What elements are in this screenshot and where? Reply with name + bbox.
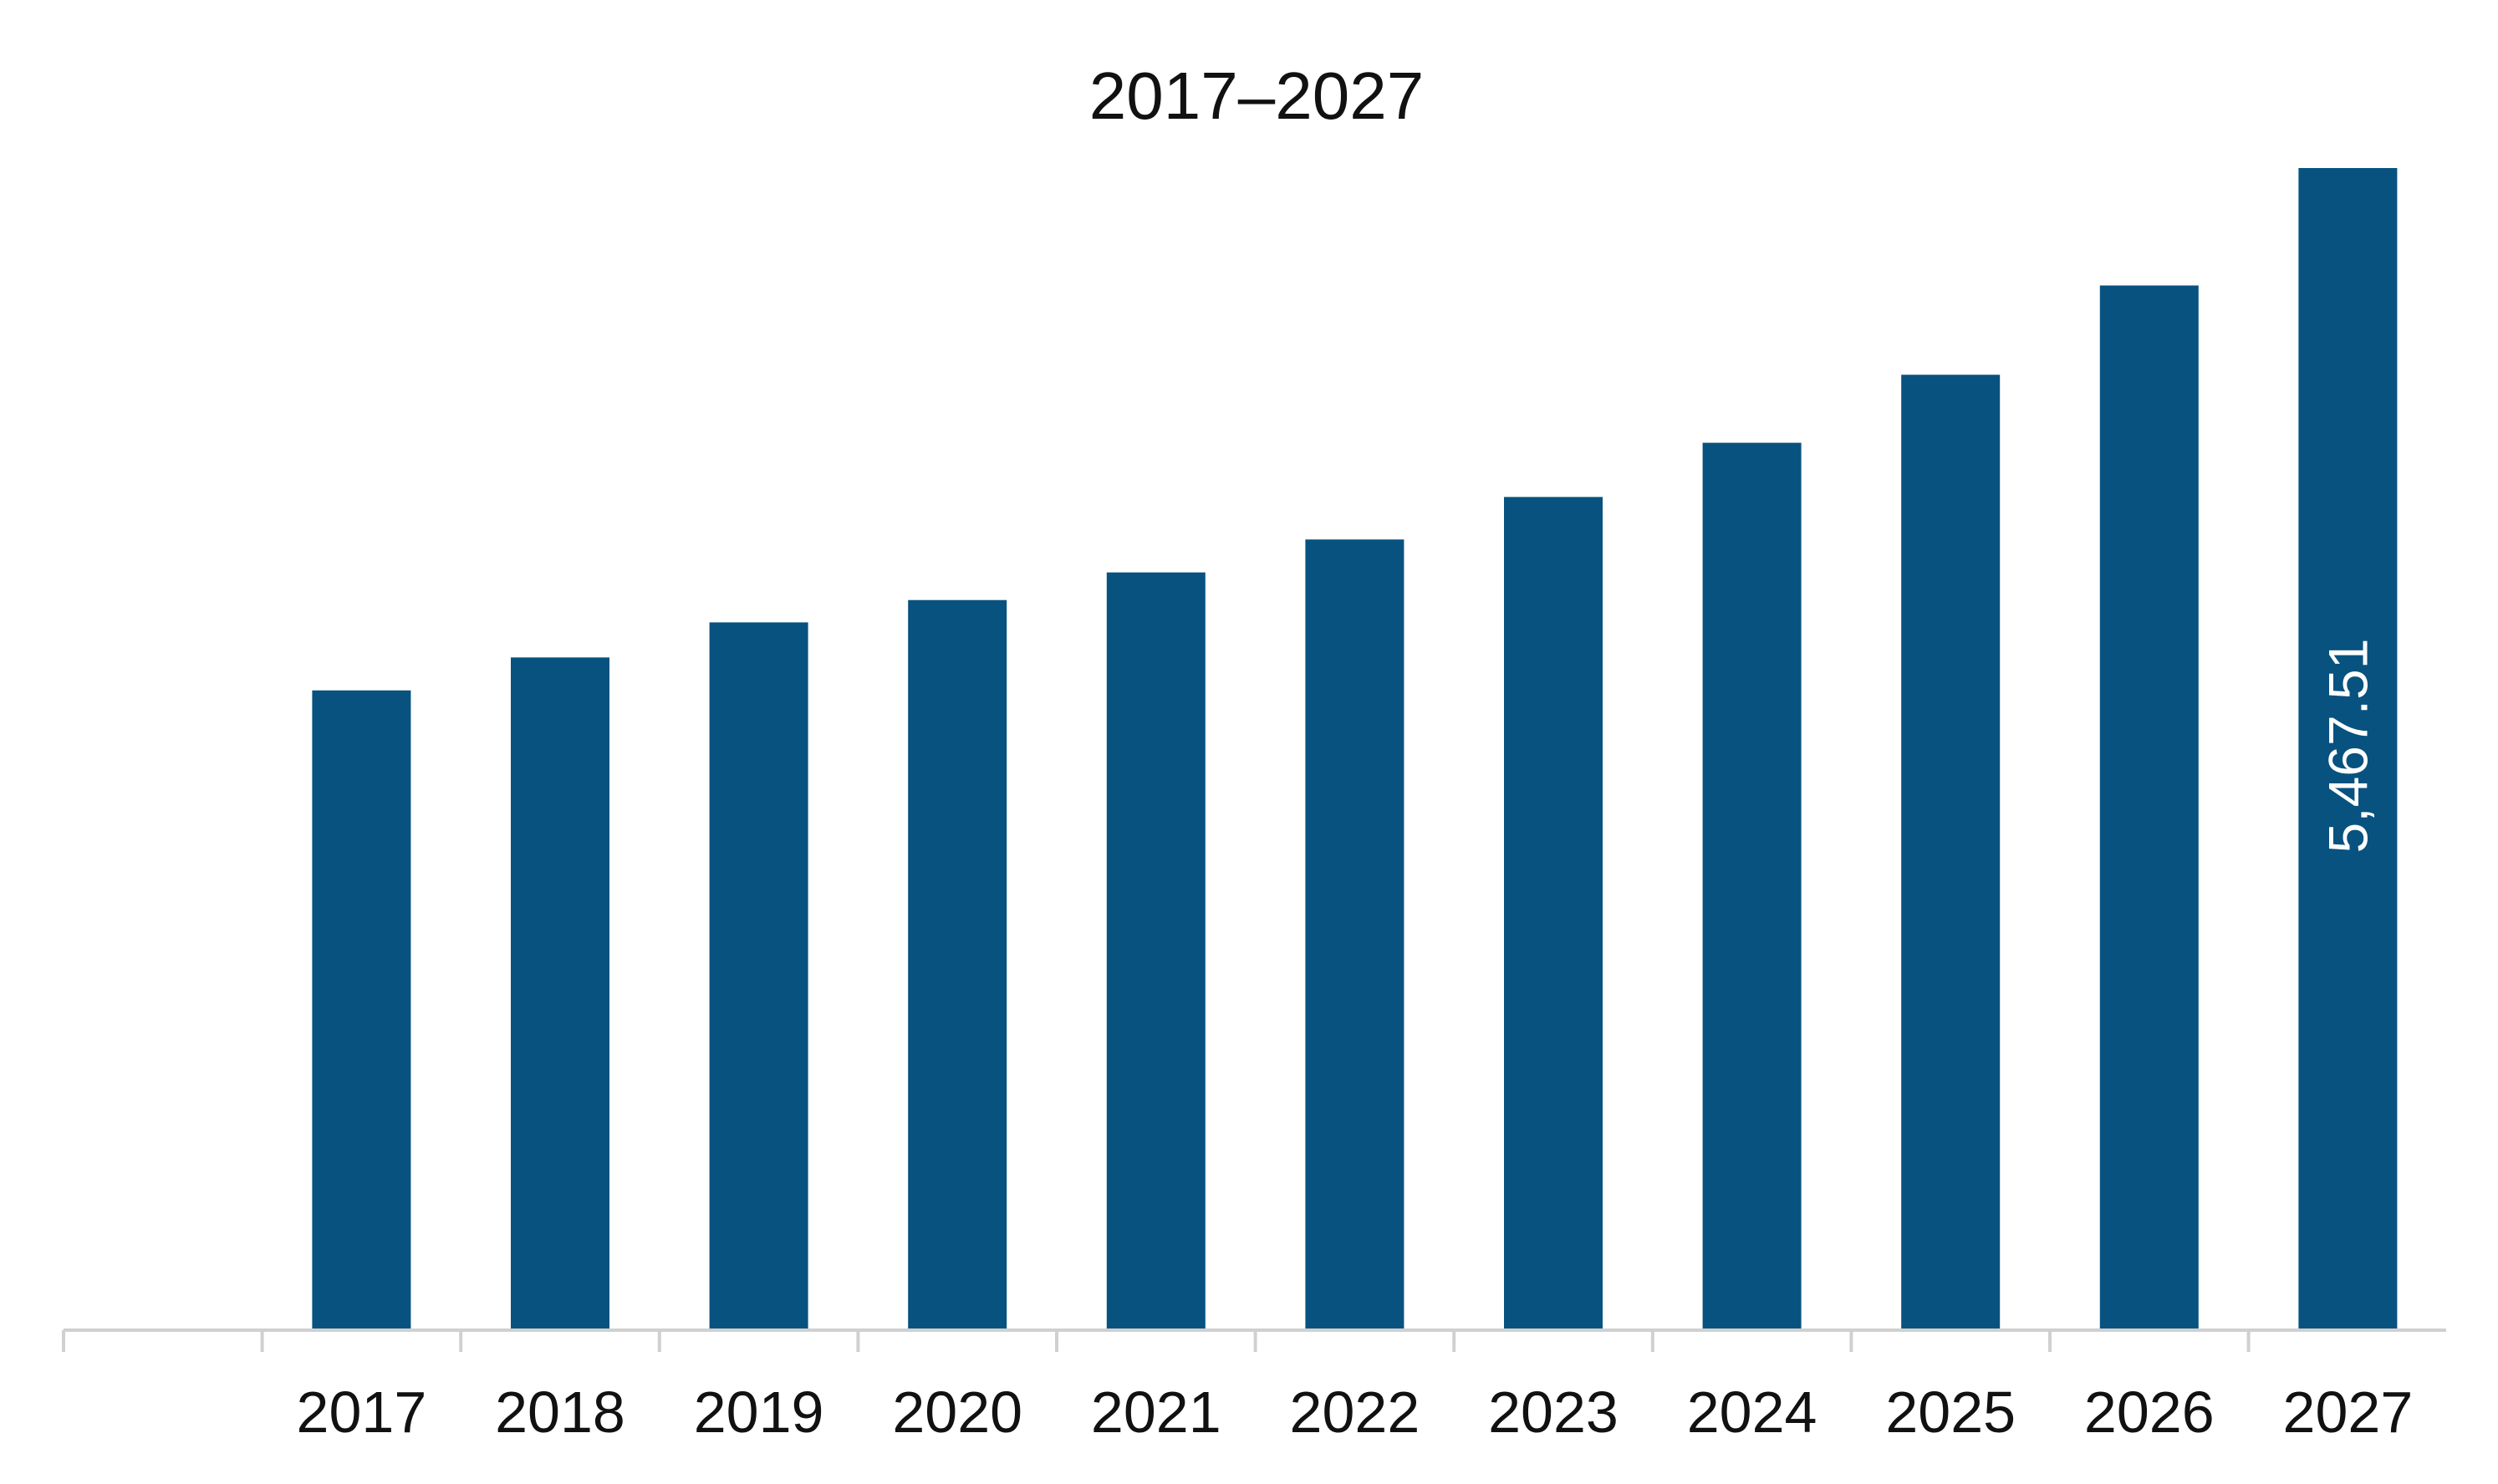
bar-2027 <box>2298 168 2398 1330</box>
bars <box>312 168 2398 1330</box>
x-tick-label-2025: 2025 <box>1885 1379 2016 1445</box>
bar-2021 <box>1106 572 1206 1330</box>
bar-2026 <box>2099 285 2199 1330</box>
x-tick-label-2019: 2019 <box>694 1379 824 1445</box>
x-tick-label-2021: 2021 <box>1091 1379 1221 1445</box>
labels: 2017 2018 2019 2020 2021 2022 2023 2024 2025 2026… <box>297 639 2414 1445</box>
chart-title: 2017–2027 <box>1089 59 1424 133</box>
x-axis <box>62 1328 2446 1352</box>
bar-2020 <box>908 599 1007 1330</box>
x-tick-label-2022: 2022 <box>1290 1379 1420 1445</box>
x-tick-label-2017: 2017 <box>297 1379 427 1445</box>
bar-2024 <box>1702 442 1802 1330</box>
x-tick-label-2023: 2023 <box>1488 1379 1619 1445</box>
bar-2025 <box>1901 375 2001 1330</box>
bar-2017 <box>312 690 411 1330</box>
bar-2023 <box>1504 497 1603 1330</box>
x-tick-label-2026: 2026 <box>2084 1379 2215 1445</box>
bar-2018 <box>511 657 609 1330</box>
data-label-2027: 5,467.51 <box>2317 639 2378 854</box>
x-tick-label-2018: 2018 <box>495 1379 625 1445</box>
x-tick-label-2024: 2024 <box>1687 1379 1817 1445</box>
bar-2022 <box>1305 539 1404 1330</box>
x-tick-label-2027: 2027 <box>2283 1379 2414 1445</box>
x-tick-label-2020: 2020 <box>892 1379 1022 1445</box>
bar-2019 <box>709 622 808 1330</box>
